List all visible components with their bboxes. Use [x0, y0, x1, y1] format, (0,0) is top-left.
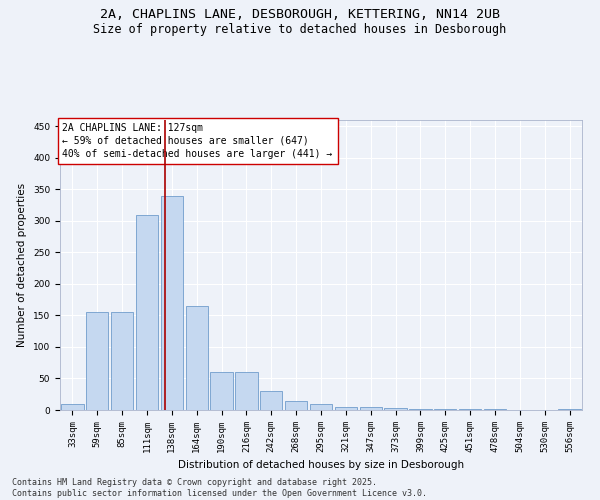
Bar [211, 372, 233, 410]
Bar [136, 214, 158, 410]
Text: 2A CHAPLINS LANE: 127sqm
← 59% of detached houses are smaller (647)
40% of semi-: 2A CHAPLINS LANE: 127sqm ← 59% of detach… [62, 122, 333, 159]
Bar [111, 312, 133, 410]
Bar [185, 306, 208, 410]
Bar [86, 312, 109, 410]
Bar [61, 404, 83, 410]
Bar [310, 404, 332, 410]
Bar [285, 400, 307, 410]
Bar [235, 372, 257, 410]
Bar [434, 408, 457, 410]
Bar [409, 408, 431, 410]
Bar [559, 408, 581, 410]
Text: Contains HM Land Registry data © Crown copyright and database right 2025.
Contai: Contains HM Land Registry data © Crown c… [12, 478, 427, 498]
Bar [260, 391, 283, 410]
Y-axis label: Number of detached properties: Number of detached properties [17, 183, 28, 347]
Text: Size of property relative to detached houses in Desborough: Size of property relative to detached ho… [94, 22, 506, 36]
X-axis label: Distribution of detached houses by size in Desborough: Distribution of detached houses by size … [178, 460, 464, 470]
Bar [385, 408, 407, 410]
Bar [161, 196, 183, 410]
Bar [359, 407, 382, 410]
Bar [335, 407, 357, 410]
Text: 2A, CHAPLINS LANE, DESBOROUGH, KETTERING, NN14 2UB: 2A, CHAPLINS LANE, DESBOROUGH, KETTERING… [100, 8, 500, 20]
